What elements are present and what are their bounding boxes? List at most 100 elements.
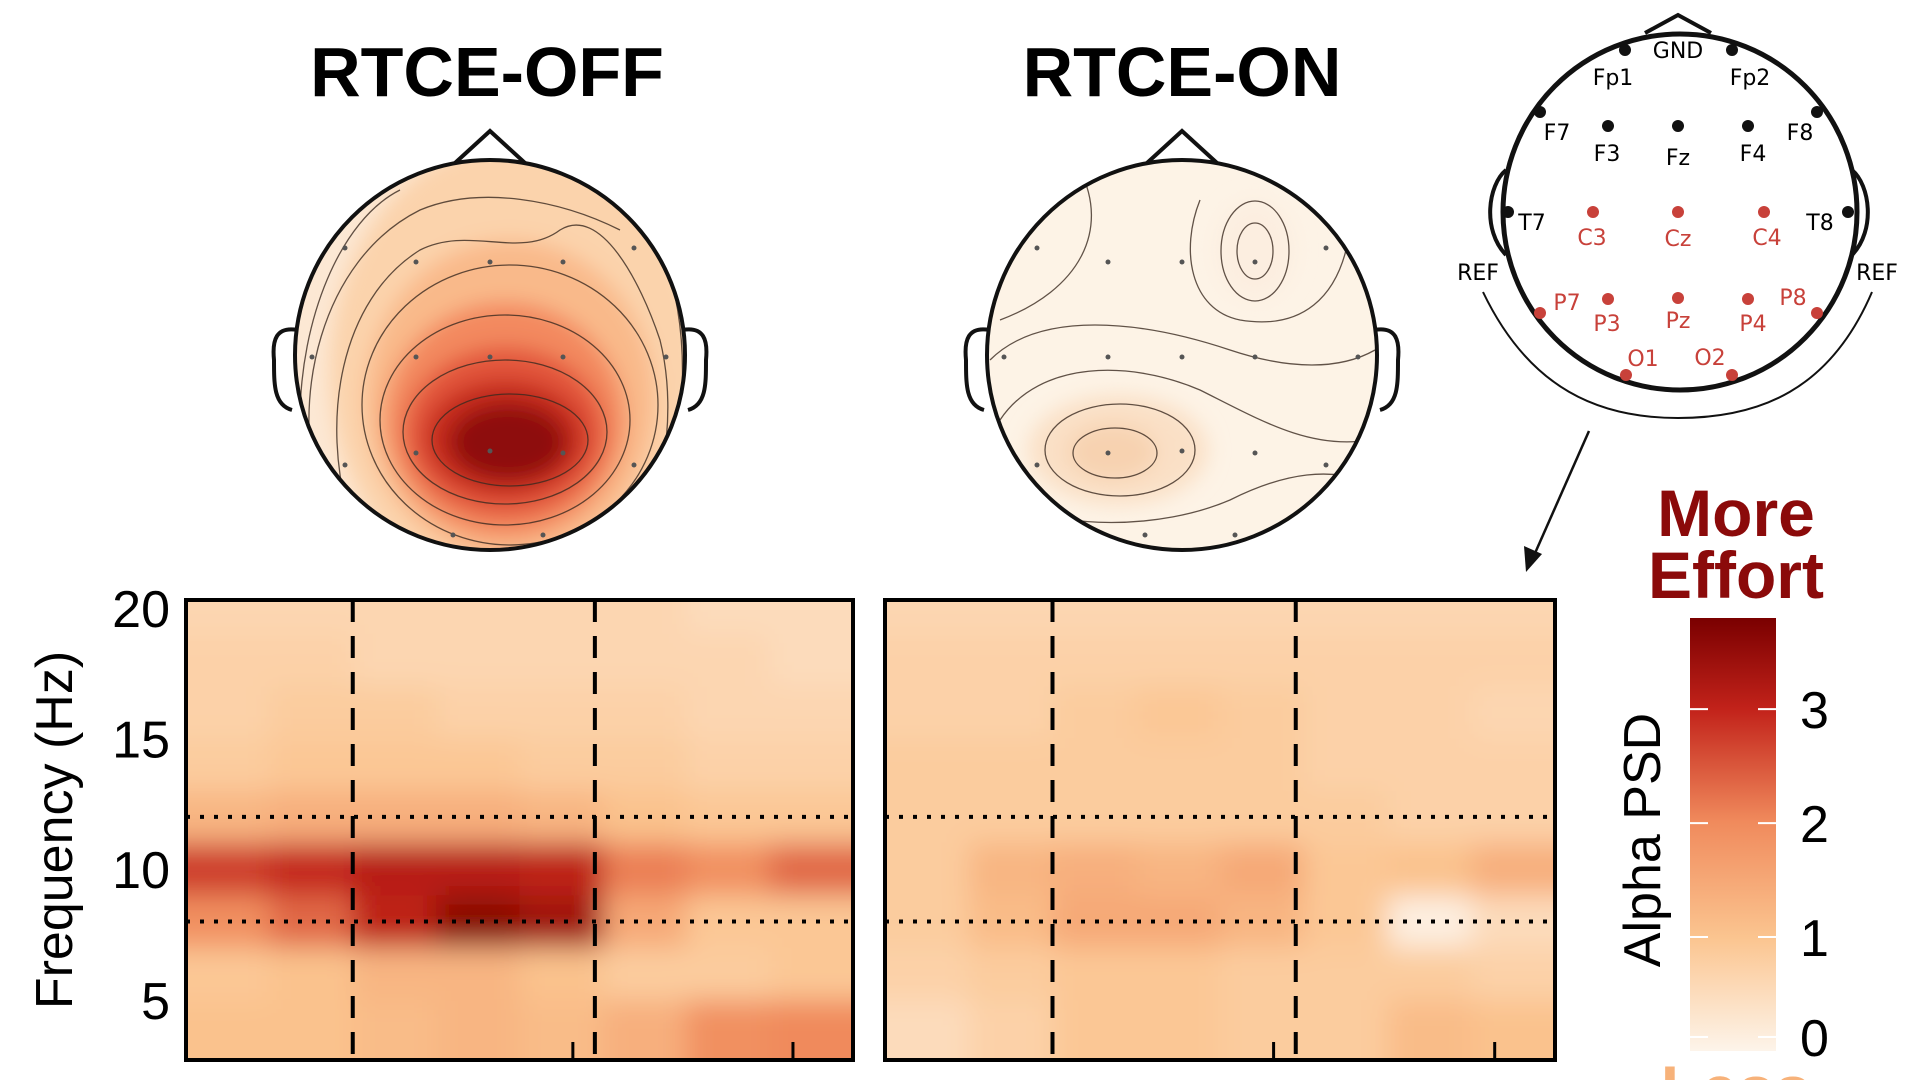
heatmap-cell — [186, 999, 271, 1060]
heatmap-cell — [1220, 686, 1305, 740]
heatmap-cell — [519, 947, 604, 1001]
heatmap-cell — [1471, 947, 1555, 1001]
heatmap-cell — [186, 738, 271, 792]
left-ear-icon — [1488, 168, 1508, 257]
right-ear-icon — [681, 327, 709, 412]
heatmap-cell — [1303, 633, 1389, 688]
heatmap-cell — [1136, 947, 1221, 1001]
heatmap-cell — [186, 843, 271, 897]
heatmap-cell — [1471, 738, 1555, 792]
heatmap-cell — [686, 947, 771, 1001]
heatmap-cell — [436, 895, 521, 949]
electrode-p4 — [1742, 293, 1754, 305]
heatmap-cell — [1387, 947, 1473, 1001]
heatmap-cell — [352, 686, 438, 740]
heatmap-cell — [1052, 738, 1138, 792]
heatmap-cell — [769, 947, 853, 1001]
heatmap-cell — [1387, 633, 1473, 688]
heatmap-cell — [269, 947, 354, 1001]
heatmap-cell — [968, 843, 1054, 897]
heatmap-cell — [1220, 843, 1305, 897]
title-rtce-off: RTCE-OFF — [310, 33, 664, 111]
heatmap-cell — [1052, 843, 1138, 897]
heatmap-cell — [186, 790, 271, 845]
y-tick-label: 20 — [112, 581, 170, 639]
heatmap-cell — [1220, 600, 1305, 635]
heatmap-cell — [519, 895, 604, 949]
electrode-p8 — [1811, 307, 1823, 319]
heatmap-cell — [269, 686, 354, 740]
nose-icon — [1145, 128, 1219, 165]
heatmap-cell — [1471, 633, 1555, 688]
heatmap-cell — [686, 600, 771, 635]
heatmap-cell — [686, 633, 771, 688]
electrode-f7 — [1534, 106, 1546, 118]
electrode-fp1 — [1619, 44, 1631, 56]
heatmap-cell — [1136, 790, 1221, 845]
heatmap-cell — [269, 999, 354, 1060]
heatmap-cell — [519, 738, 604, 792]
heatmap-cell — [1220, 633, 1305, 688]
heatmap-cell — [1136, 633, 1221, 688]
heatmap-cell — [1052, 947, 1138, 1001]
label-p8: P8 — [1779, 286, 1806, 311]
heatmap-cell — [519, 600, 604, 635]
heatmap-cell — [602, 843, 688, 897]
label-cz: Cz — [1665, 227, 1692, 252]
heatmap-cell — [436, 790, 521, 845]
heatmap-cell — [602, 633, 688, 688]
heatmap-cell — [519, 686, 604, 740]
heatmap-cell — [602, 790, 688, 845]
colorbar-tick-label: 3 — [1800, 682, 1829, 740]
heatmap-cell — [436, 843, 521, 897]
heatmap-cell — [885, 947, 970, 1001]
heatmap-cell — [1303, 600, 1389, 635]
heatmap-cell — [885, 600, 970, 635]
electrode-dots — [1001, 245, 1361, 538]
heatmap-cell — [186, 600, 271, 635]
heatmap-cell — [352, 999, 438, 1060]
colorbar-tick-label: 0 — [1800, 1010, 1829, 1068]
heatmap-cell — [269, 843, 354, 897]
electrode-c4 — [1758, 206, 1770, 218]
label-fz: Fz — [1666, 146, 1690, 171]
heatmap-cell — [1220, 738, 1305, 792]
colorbar-tick-label: 1 — [1800, 910, 1829, 968]
label-f4: F4 — [1740, 142, 1767, 167]
heatmap-cell — [1136, 895, 1221, 949]
heatmap-cell — [1303, 790, 1389, 845]
heatmap-cell — [602, 600, 688, 635]
heatmap-cell — [1220, 999, 1305, 1060]
heatmap-cell — [686, 999, 771, 1060]
label-p4: P4 — [1739, 312, 1766, 337]
heatmap-cell — [686, 790, 771, 845]
label-p3: P3 — [1593, 312, 1620, 337]
heatmap-cell — [436, 947, 521, 1001]
heatmap-cell — [1303, 686, 1389, 740]
heatmap-cell — [1303, 895, 1389, 949]
heatmap-cell — [1303, 843, 1389, 897]
heatmap-cell — [1136, 686, 1221, 740]
heatmap-cell — [1471, 686, 1555, 740]
heatmap-cell — [1052, 600, 1138, 635]
heatmap-cell — [1052, 633, 1138, 688]
colorbar-top-label-line1: More — [1657, 476, 1815, 550]
topoplot-rtce-on — [963, 128, 1401, 552]
title-rtce-on: RTCE-ON — [1023, 33, 1342, 111]
heatmap-cell — [602, 947, 688, 1001]
heatmap-cell — [1471, 790, 1555, 845]
heatmap-cell — [1471, 600, 1555, 635]
y-tick-label: 5 — [141, 973, 170, 1031]
label-c4: C4 — [1752, 226, 1781, 251]
heatmap-cell — [352, 947, 438, 1001]
y-tick-label: 15 — [112, 712, 170, 770]
colorbar-bottom-label: Less — [1661, 1052, 1811, 1080]
heatmap-cell — [186, 895, 271, 949]
heatmap-cell — [686, 738, 771, 792]
heatmap-cell — [352, 600, 438, 635]
heatmap-cell — [1387, 895, 1473, 949]
label-o1: O1 — [1627, 347, 1658, 372]
nose-icon — [1644, 12, 1712, 35]
heatmap-cell — [1471, 843, 1555, 897]
